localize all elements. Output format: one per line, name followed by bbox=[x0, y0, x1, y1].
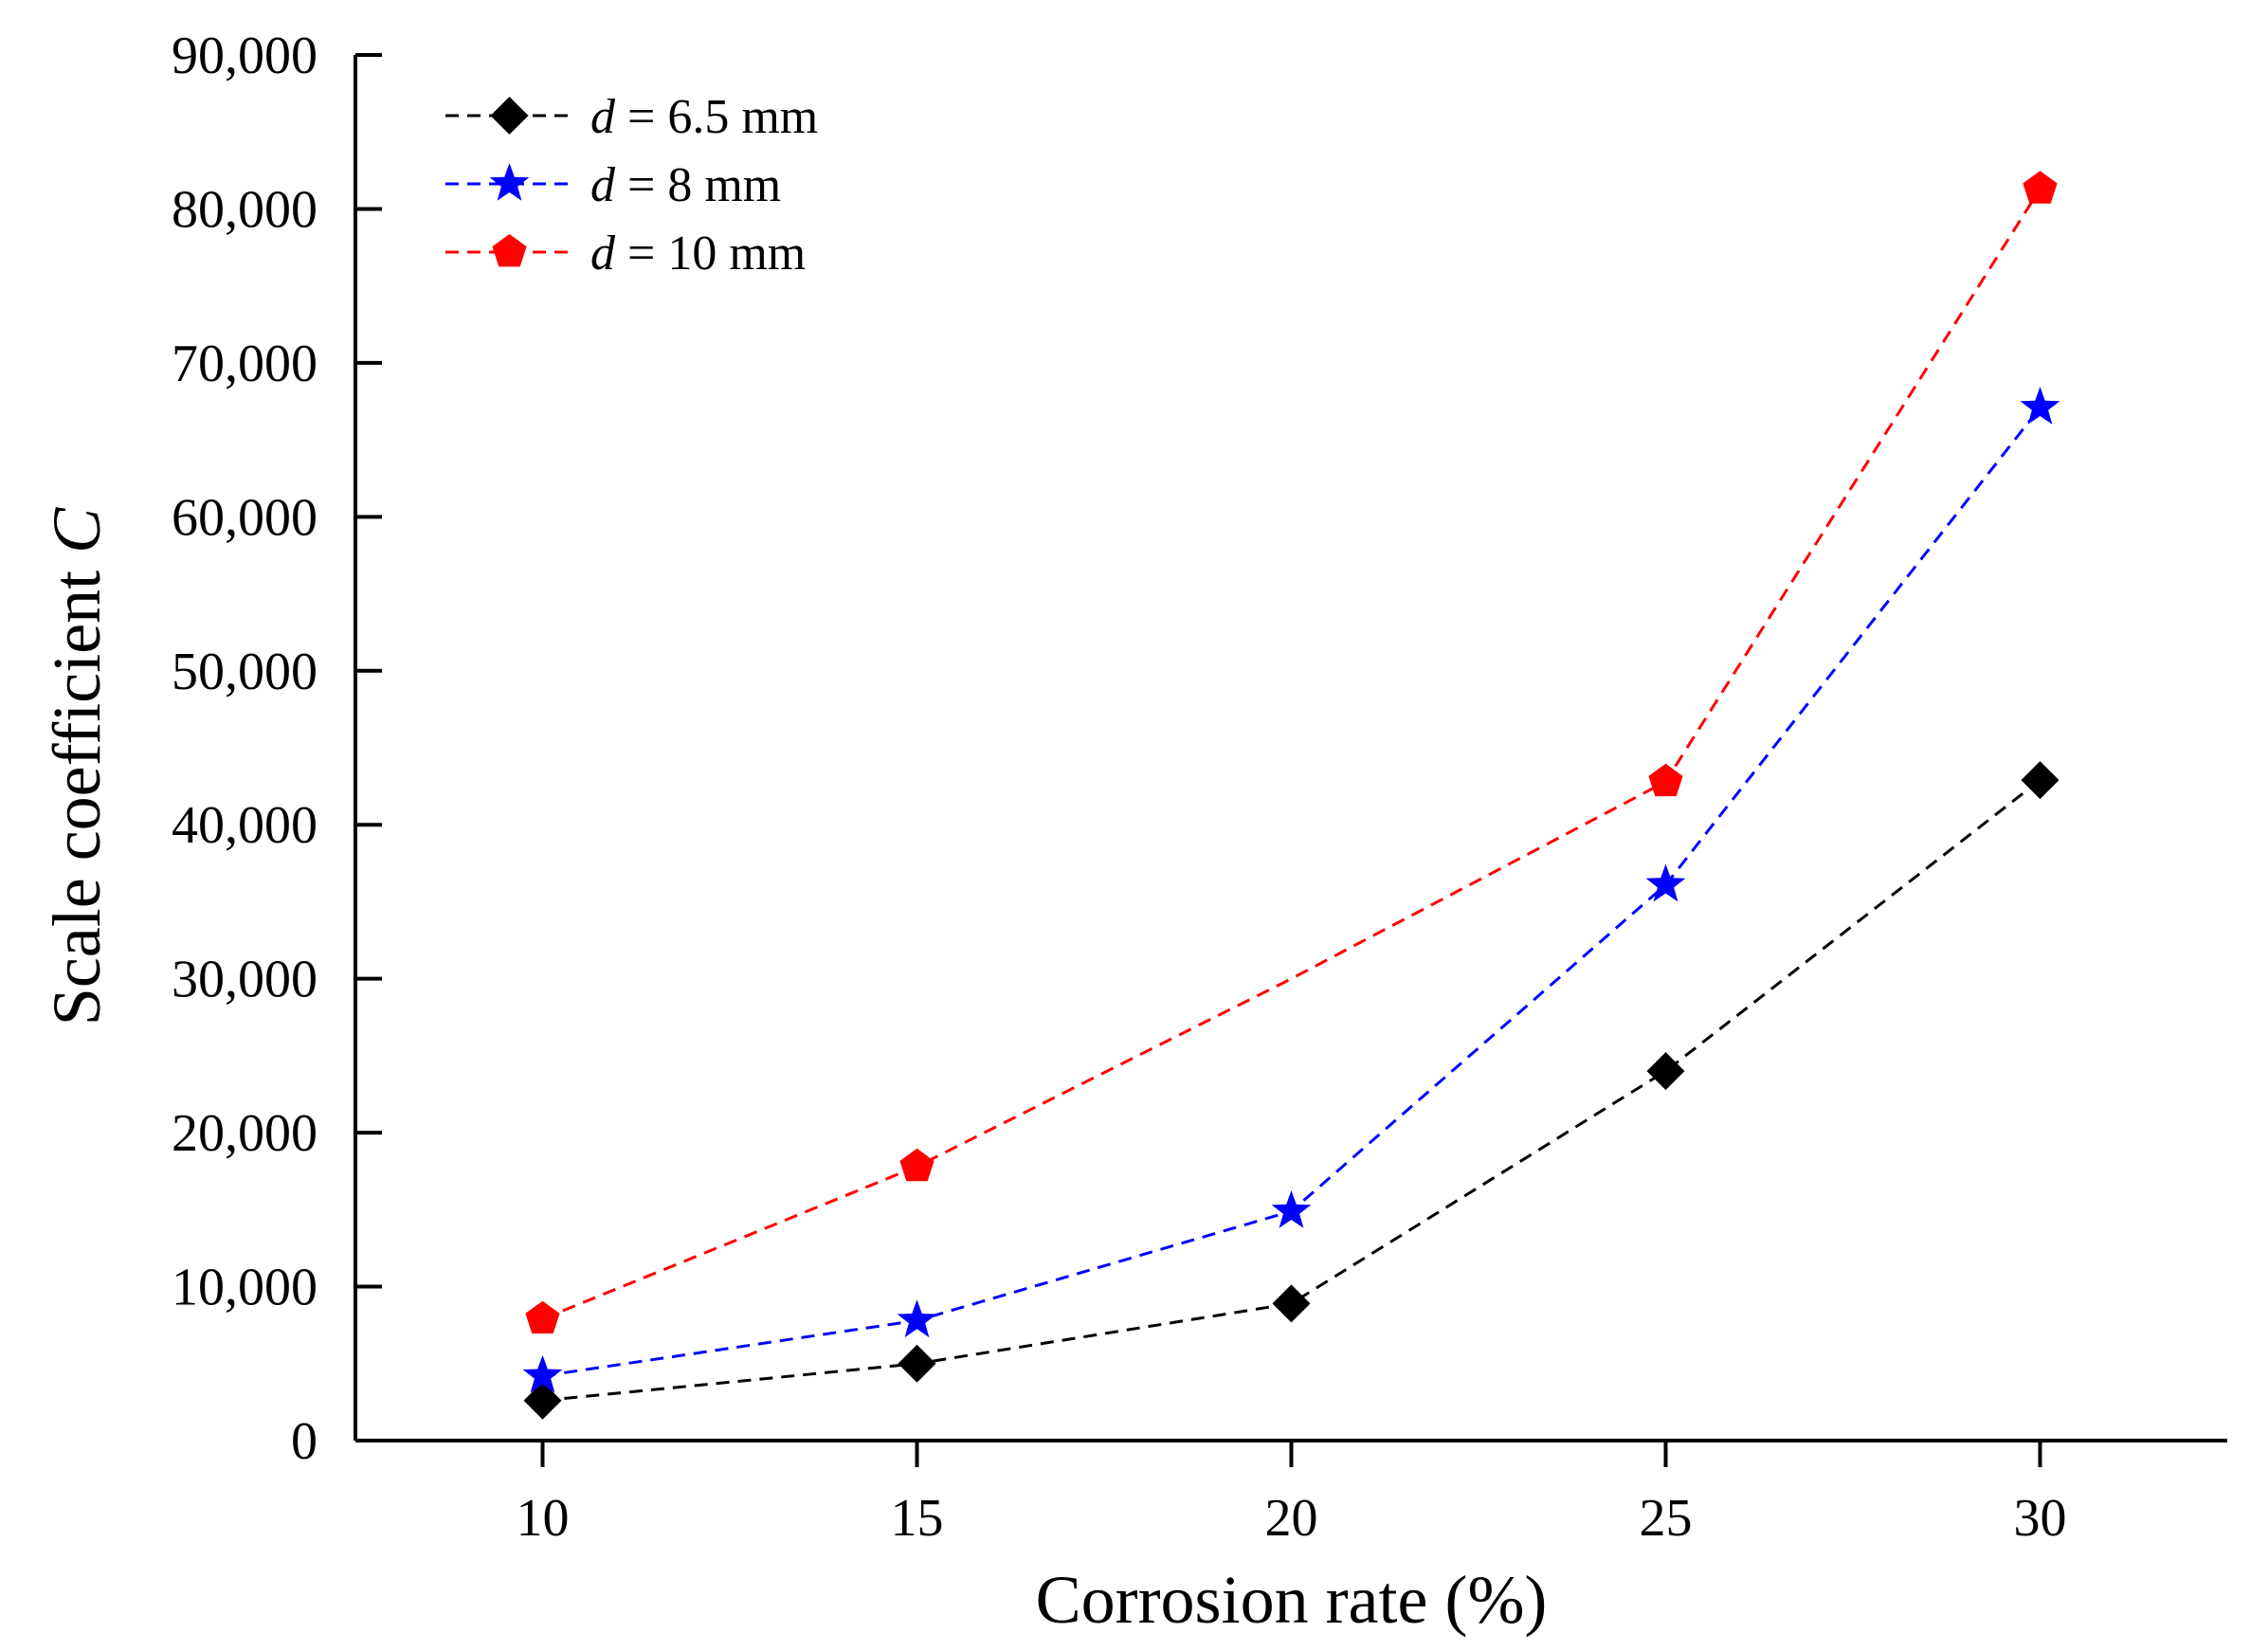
legend-marker-1 bbox=[489, 163, 530, 201]
y-tick-label: 30,000 bbox=[172, 951, 318, 1009]
y-tick-label: 90,000 bbox=[172, 27, 318, 85]
series-0-point bbox=[2021, 761, 2059, 800]
legend-label-variable: d bbox=[590, 90, 616, 144]
series-2-point bbox=[525, 1300, 560, 1334]
y-tick-label: 70,000 bbox=[172, 335, 318, 393]
legend-label-1: d = 8 mm bbox=[590, 158, 781, 212]
series-2-point bbox=[2023, 171, 2058, 204]
y-axis-ticks: 0 10,000 20,000 30,000 40,000 50,000 60,000 70,… bbox=[172, 27, 382, 1471]
legend-marker-2 bbox=[492, 234, 527, 267]
series-1-point bbox=[1271, 1190, 1312, 1228]
x-tick-label: 25 bbox=[1640, 1489, 1693, 1548]
legend-label-value: = 8 mm bbox=[615, 158, 781, 212]
y-tick-label: 0 bbox=[291, 1412, 318, 1471]
series-0-point bbox=[898, 1344, 936, 1383]
y-tick-label: 50,000 bbox=[172, 643, 318, 701]
y-axis-title-variable: C bbox=[39, 507, 115, 553]
series-1-point bbox=[1645, 863, 1686, 902]
series-markers bbox=[522, 171, 2060, 1420]
y-axis-title-prefix: Scale coefficient bbox=[39, 553, 115, 1025]
series-0-line bbox=[542, 778, 2041, 1403]
series-2-point bbox=[899, 1148, 934, 1182]
y-tick-label: 40,000 bbox=[172, 796, 318, 855]
y-tick-label: 60,000 bbox=[172, 488, 318, 547]
x-tick-label: 15 bbox=[891, 1489, 944, 1548]
legend-label-0: d = 6.5 mm bbox=[590, 90, 818, 144]
legend-label-value: = 10 mm bbox=[615, 227, 806, 281]
legend-marker-0 bbox=[490, 97, 529, 135]
x-tick-label: 30 bbox=[2014, 1489, 2067, 1548]
series-2-point bbox=[1648, 763, 1683, 797]
series-0-point bbox=[1272, 1284, 1311, 1323]
legend: d = 6.5 mmd = 8 mmd = 10 mm bbox=[445, 90, 818, 281]
series-2-line bbox=[541, 188, 2041, 1321]
series-1-line bbox=[542, 407, 2041, 1378]
series-1-point bbox=[897, 1299, 937, 1338]
x-tick-label: 10 bbox=[517, 1489, 570, 1548]
series-1-point bbox=[522, 1354, 563, 1393]
series-1-point bbox=[2020, 387, 2060, 425]
y-axis-title: Scale coefficient C bbox=[39, 507, 115, 1025]
series-0-point bbox=[523, 1381, 562, 1420]
x-axis-title: Corrosion rate (%) bbox=[1036, 1562, 1548, 1638]
legend-label-variable: d bbox=[590, 227, 616, 281]
y-tick-label: 10,000 bbox=[172, 1259, 318, 1317]
legend-label-value: = 6.5 mm bbox=[615, 90, 818, 144]
series-0-point bbox=[1646, 1052, 1685, 1091]
legend-label-variable: d bbox=[590, 158, 616, 212]
legend-label-2: d = 10 mm bbox=[590, 227, 806, 281]
x-tick-label: 20 bbox=[1265, 1489, 1318, 1548]
y-tick-label: 20,000 bbox=[172, 1104, 318, 1163]
x-axis-ticks: 10 15 20 25 30 bbox=[517, 1441, 2067, 1548]
y-tick-label: 80,000 bbox=[172, 180, 318, 239]
